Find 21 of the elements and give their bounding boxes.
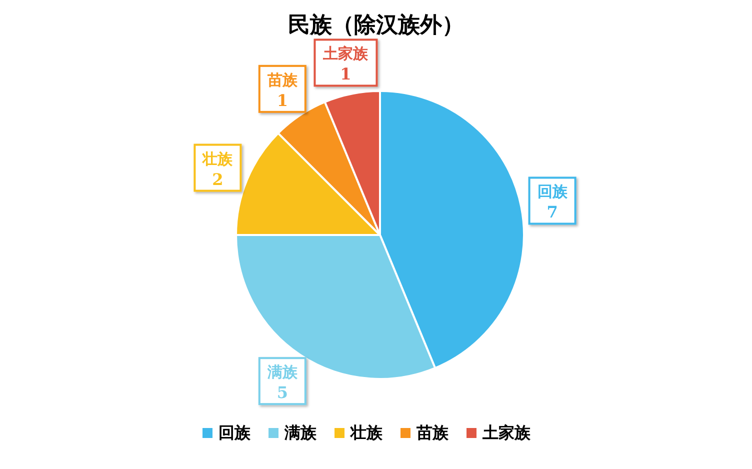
label: 满族 5 [258, 357, 306, 406]
slice-label: 满族 [266, 363, 298, 382]
label: 回族 7 [528, 176, 576, 225]
data-label: 2 [212, 170, 224, 189]
slice-label: 壮族 [202, 150, 234, 168]
label: 苗族 1 [258, 64, 306, 113]
legend-label: 苗族 [416, 423, 450, 442]
label: 壮族 2 [194, 144, 242, 192]
legend-label: 土家族 [482, 423, 532, 442]
label: 土家族 1 [314, 38, 378, 87]
legend-label: 满族 [284, 423, 318, 442]
chart-title: 民族（除汉族外） [288, 13, 464, 38]
data-label: 1 [340, 64, 352, 84]
data-label: 1 [276, 90, 288, 110]
data-label: 7 [546, 202, 558, 222]
slice-label: 苗族 [266, 70, 298, 89]
legend-label: 回族 [218, 423, 252, 442]
data-label: 5 [276, 383, 288, 402]
legend-label: 壮族 [350, 423, 384, 442]
slice-label: 回族 [537, 182, 568, 201]
slice-label: 土家族 [322, 44, 370, 63]
